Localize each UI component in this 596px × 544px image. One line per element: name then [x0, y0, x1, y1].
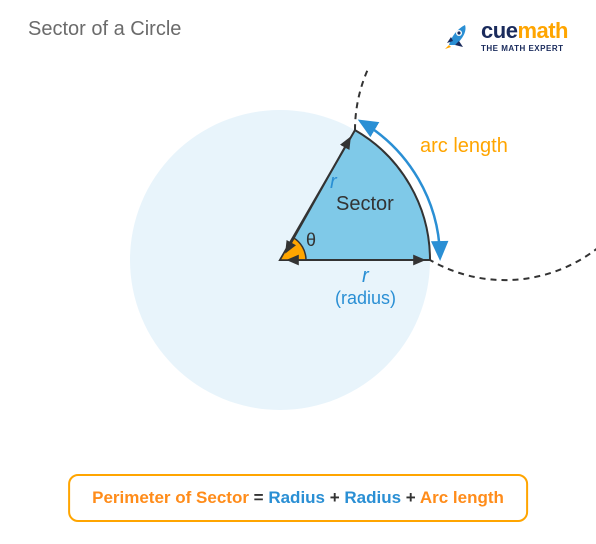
- arc-length-label: arc length: [420, 135, 508, 157]
- logo-tagline: THE MATH EXPERT: [481, 44, 563, 53]
- sector-label: Sector: [336, 193, 394, 215]
- sector-diagram: θ r r (radius) Sector arc length: [0, 70, 596, 450]
- formula-term1: Radius: [268, 488, 325, 507]
- logo-wordmark: cuemath: [481, 18, 568, 44]
- page-title: Sector of a Circle: [28, 18, 181, 41]
- formula-lhs: Perimeter of Sector: [92, 488, 249, 507]
- brand-logo: cuemath THE MATH EXPERT: [441, 18, 568, 53]
- formula-term2: Radius: [344, 488, 401, 507]
- rocket-icon: [441, 19, 475, 53]
- formula-eq: =: [249, 488, 268, 507]
- formula-plus2: +: [401, 488, 420, 507]
- formula-term3: Arc length: [420, 488, 504, 507]
- theta-label: θ: [306, 230, 316, 250]
- formula-box: Perimeter of Sector = Radius + Radius + …: [68, 474, 528, 522]
- radius-label: (radius): [335, 288, 396, 308]
- formula-plus1: +: [325, 488, 344, 507]
